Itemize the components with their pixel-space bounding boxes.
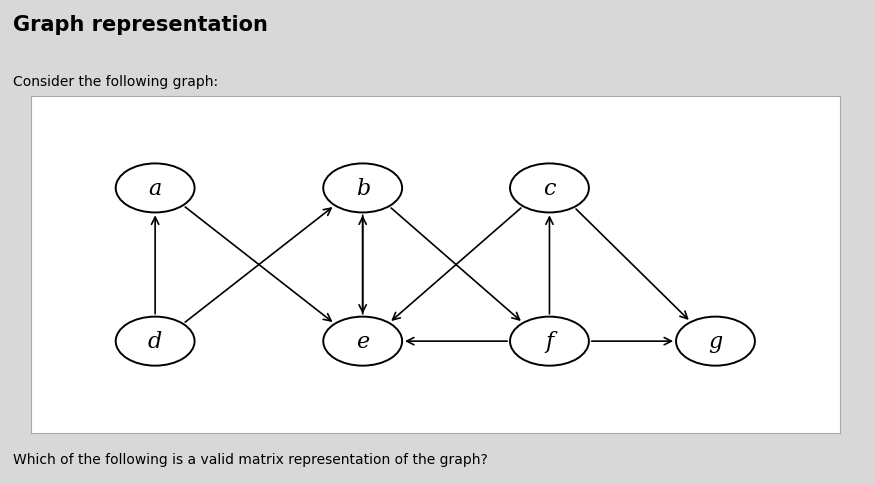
Ellipse shape: [116, 317, 194, 366]
Ellipse shape: [510, 317, 589, 366]
Text: Which of the following is a valid matrix representation of the graph?: Which of the following is a valid matrix…: [13, 452, 488, 466]
Text: e: e: [356, 331, 369, 352]
Ellipse shape: [323, 317, 402, 366]
Ellipse shape: [323, 164, 402, 213]
Text: f: f: [545, 331, 554, 352]
Text: a: a: [149, 178, 162, 199]
Text: Graph representation: Graph representation: [13, 15, 268, 34]
Ellipse shape: [676, 317, 755, 366]
Text: d: d: [148, 331, 162, 352]
Text: b: b: [355, 178, 370, 199]
Ellipse shape: [510, 164, 589, 213]
Text: Consider the following graph:: Consider the following graph:: [13, 75, 218, 89]
Ellipse shape: [116, 164, 194, 213]
Text: c: c: [543, 178, 556, 199]
Text: g: g: [709, 331, 723, 352]
